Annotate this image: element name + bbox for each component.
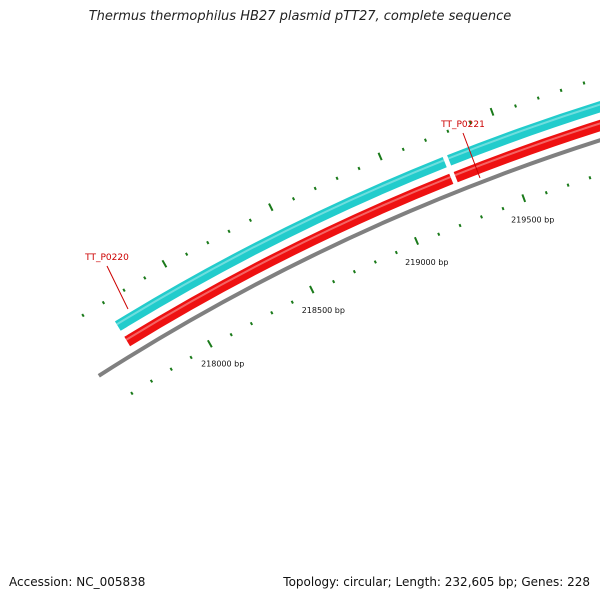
minor-tick <box>559 88 563 93</box>
minor-tick <box>401 147 405 152</box>
backbone-line <box>97 138 600 378</box>
minor-tick <box>270 310 274 315</box>
minor-tick <box>424 138 428 142</box>
minor-tick <box>335 176 339 181</box>
minor-tick <box>290 300 294 304</box>
gene-label[interactable]: TT_P0220 <box>84 253 129 263</box>
gene-highlight <box>447 103 600 160</box>
topology-summary: Topology: circular; Length: 232,605 bp; … <box>283 575 590 589</box>
minor-tick <box>206 240 210 245</box>
minor-tick <box>149 379 154 383</box>
scale-label: 218500 bp <box>302 306 345 315</box>
gene-forward[interactable] <box>114 156 447 331</box>
major-tick <box>161 259 168 268</box>
minor-tick <box>249 321 254 326</box>
major-tick <box>521 194 527 203</box>
minor-tick <box>248 218 252 223</box>
minor-tick <box>394 250 398 255</box>
minor-tick <box>514 104 517 108</box>
minor-tick <box>185 252 189 256</box>
outer-tick-row <box>81 81 586 318</box>
minor-tick <box>588 176 592 180</box>
map-title: Thermus thermophilus HB27 plasmid pTT27,… <box>88 9 512 24</box>
scale-label: 219000 bp <box>405 258 448 267</box>
minor-tick <box>169 367 173 371</box>
gene-forward[interactable] <box>447 37 600 166</box>
major-tick <box>268 203 274 212</box>
minor-tick <box>81 313 85 318</box>
minor-tick <box>373 260 377 264</box>
minor-tick <box>544 190 548 195</box>
minor-tick <box>468 120 472 125</box>
minor-tick <box>352 269 356 274</box>
gene-label-leader <box>106 265 129 310</box>
minor-tick <box>122 288 126 293</box>
minor-tick <box>437 232 441 237</box>
minor-tick <box>446 129 450 134</box>
minor-tick <box>313 186 317 191</box>
minor-tick <box>501 206 505 211</box>
minor-tick <box>582 81 586 85</box>
minor-tick <box>101 300 106 305</box>
scale-label: 218000 bp <box>201 359 244 368</box>
minor-tick <box>332 279 336 284</box>
minor-tick <box>480 215 483 219</box>
minor-tick <box>227 229 231 234</box>
gene-highlight <box>125 176 451 341</box>
minor-tick <box>189 355 193 360</box>
gene-tracks <box>97 37 600 378</box>
minor-tick <box>291 197 296 201</box>
gene-highlight <box>454 122 600 177</box>
minor-tick <box>143 276 147 280</box>
gene-label-leader <box>462 132 481 179</box>
minor-tick <box>229 332 233 337</box>
major-tick <box>489 107 495 116</box>
gene-reverse[interactable] <box>124 173 454 347</box>
minor-tick <box>536 96 540 100</box>
scale-label: 219500 bp <box>511 216 554 225</box>
accession-text: Accession: NC_005838 <box>9 575 146 589</box>
inner-tick-row <box>130 176 592 396</box>
scale-ticks <box>81 81 592 396</box>
major-tick <box>309 285 315 294</box>
gene-highlight <box>116 159 445 326</box>
gene-label[interactable]: TT_P0221 <box>440 120 485 130</box>
major-tick <box>207 339 213 348</box>
minor-tick <box>357 166 361 171</box>
minor-tick <box>130 391 134 396</box>
minor-tick <box>566 183 570 187</box>
major-tick <box>377 152 383 161</box>
major-tick <box>414 236 420 246</box>
minor-tick <box>458 223 462 228</box>
gene-reverse[interactable] <box>453 54 600 183</box>
